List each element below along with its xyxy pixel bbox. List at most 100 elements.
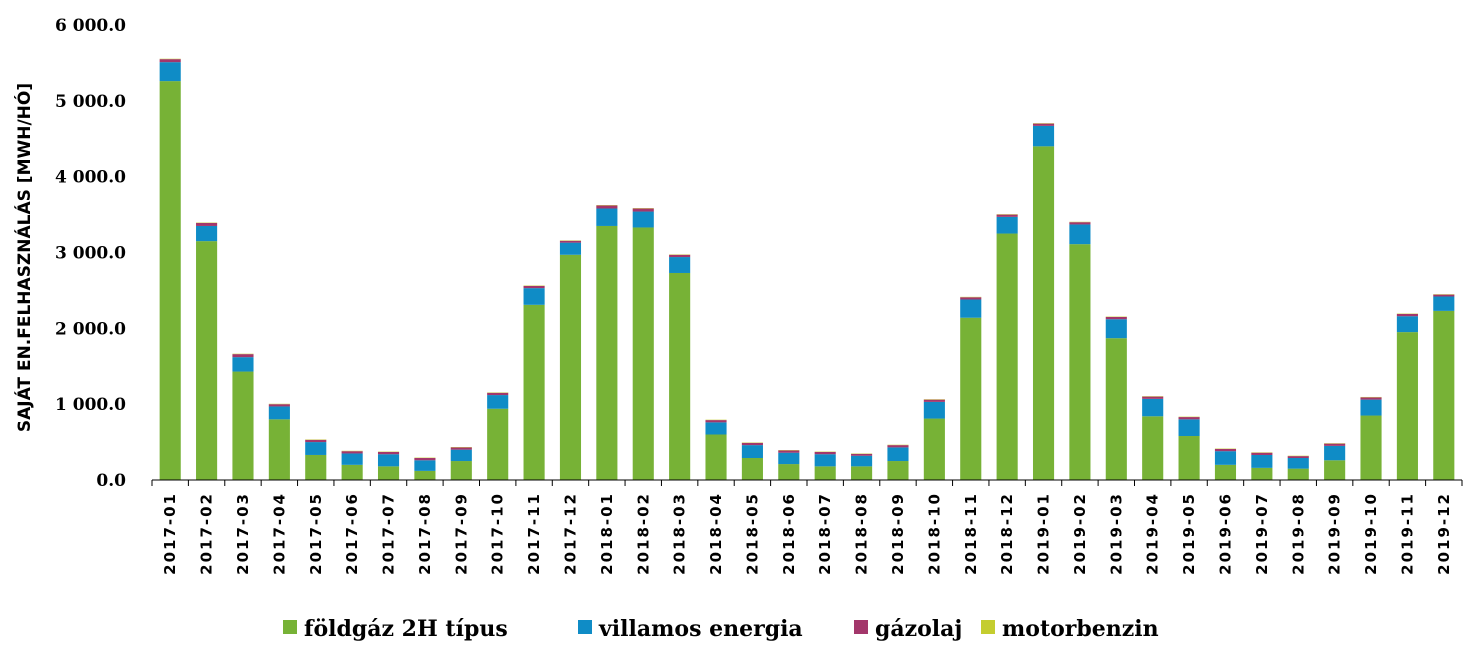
x-tick-label: 2018-12	[998, 492, 1016, 575]
legend-label: motorbenzin	[1002, 616, 1159, 642]
bar-segment-2	[377, 454, 400, 467]
bar-segment-3	[450, 447, 472, 450]
bar-segment-3	[996, 214, 1018, 217]
bar-segment-1	[414, 470, 436, 480]
x-tick-label: 2018-05	[743, 492, 761, 575]
bar-segment-2	[1032, 125, 1055, 147]
bar-segment-3	[960, 297, 982, 300]
bar-segment-1	[1251, 467, 1273, 480]
bar-segment-2	[1324, 445, 1346, 461]
bar-segment-3	[669, 254, 691, 258]
x-tick-label: 2018-09	[889, 492, 907, 575]
bar-segment-2	[305, 442, 327, 455]
bar-segment-2	[414, 460, 436, 471]
x-tick-label: 2019-02	[1071, 492, 1089, 575]
x-tick-label: 2018-08	[853, 492, 871, 575]
bar-segment-2	[523, 288, 545, 305]
x-tick-label: 2019-07	[1253, 492, 1271, 575]
bar-segment-2	[1142, 398, 1164, 417]
bar-segment-3	[341, 451, 363, 454]
x-tick-label: 2018-04	[707, 492, 725, 575]
bar-segment-3	[1214, 448, 1237, 452]
legend: földgáz 2H típus villamos energia gázolaj m…	[283, 616, 1159, 642]
bar-segment-2	[632, 211, 654, 228]
bar-segment-1	[232, 371, 254, 480]
bar-segment-3	[923, 399, 945, 402]
y-tick-label: 1 000.0	[55, 395, 126, 415]
bar-segment-3	[778, 450, 800, 453]
bar-segment-3	[741, 442, 763, 446]
x-tick-label: 2019-09	[1326, 492, 1344, 575]
x-tick-label: 2018-10	[925, 492, 943, 575]
x-tick-label: 2019-10	[1362, 492, 1380, 575]
bar-segment-2	[851, 455, 873, 467]
x-tick-label: 2017-10	[489, 492, 507, 575]
bar-segment-2	[1069, 224, 1091, 245]
legend-swatch	[854, 620, 868, 634]
bars	[159, 58, 1455, 481]
bar-segment-2	[559, 242, 582, 255]
bar-segment-1	[1396, 332, 1418, 481]
bar-segment-3	[305, 439, 327, 443]
bar-segment-2	[450, 449, 472, 462]
bar-segment-3	[1396, 313, 1418, 317]
y-axis-title-group: SAJÁT EN.FELHASZNÁLÁS [MWH/HÓ]	[13, 83, 35, 432]
x-tick-label: 2017-02	[198, 492, 216, 575]
bar-segment-3	[1287, 456, 1309, 459]
x-tick-label: 2017-06	[343, 492, 361, 575]
x-tick-label: 2017-07	[380, 492, 398, 575]
x-tick-label: 2019-06	[1216, 492, 1234, 575]
legend-swatch	[283, 620, 297, 634]
bar-segment-2	[1178, 419, 1200, 437]
bar-segment-1	[778, 464, 800, 480]
bar-segment-3	[196, 222, 218, 226]
bar-segment-1	[1105, 338, 1127, 480]
x-tick-label: 2019-03	[1107, 492, 1125, 575]
bar-segment-1	[159, 81, 181, 481]
y-axis-ticks: 0.0 1 000.0 2 000.0 3 000.0 4 000.0 5 000.0 6 …	[55, 16, 126, 491]
bar-segment-1	[1032, 146, 1055, 480]
bar-segment-1	[669, 272, 691, 480]
bar-segment-1	[887, 461, 909, 480]
bar-segment-1	[632, 227, 654, 480]
bar-segment-2	[159, 62, 181, 82]
x-tick-label: 2019-11	[1398, 492, 1416, 575]
bar-segment-3	[1324, 443, 1346, 446]
bar-segment-1	[305, 454, 327, 480]
bar-segment-3	[705, 420, 727, 423]
x-tick-label: 2018-03	[671, 492, 689, 575]
x-tick-label: 2017-04	[270, 492, 288, 575]
y-axis-title: SAJÁT EN.FELHASZNÁLÁS [MWH/HÓ]	[13, 83, 35, 432]
bar-segment-1	[851, 466, 873, 480]
bar-segment-2	[705, 422, 727, 435]
bar-segment-1	[377, 466, 400, 480]
bar-segment-2	[1287, 458, 1309, 469]
x-tick-label: 2019-04	[1144, 492, 1162, 575]
bar-segment-1	[923, 418, 945, 480]
bar-segment-3	[159, 59, 181, 63]
bar-segment-3	[632, 208, 654, 212]
bar-segment-3	[377, 451, 400, 455]
bar-segment-2	[487, 395, 509, 409]
bar-segment-1	[1433, 310, 1455, 480]
bar-segment-3	[1142, 396, 1164, 399]
x-tick-label: 2019-05	[1180, 492, 1198, 575]
bar-segment-1	[960, 317, 982, 480]
bar-segment-1	[1178, 436, 1200, 480]
y-tick-label: 4 000.0	[55, 168, 126, 188]
bar-segment-3	[851, 453, 873, 456]
bar-segment-3	[559, 240, 582, 243]
bar-segment-2	[887, 447, 909, 462]
bar-segment-2	[196, 225, 218, 242]
bar-segment-3	[814, 451, 836, 455]
y-tick-label: 6 000.0	[55, 16, 126, 36]
legend-label: gázolaj	[875, 616, 962, 642]
bar-segment-1	[268, 419, 290, 480]
bar-segment-3	[268, 404, 290, 407]
bar-segment-1	[450, 461, 472, 480]
bar-segment-2	[778, 452, 800, 465]
bar-segment-3	[596, 205, 618, 209]
bar-segment-2	[923, 401, 945, 419]
bar-segment-2	[1251, 454, 1273, 468]
